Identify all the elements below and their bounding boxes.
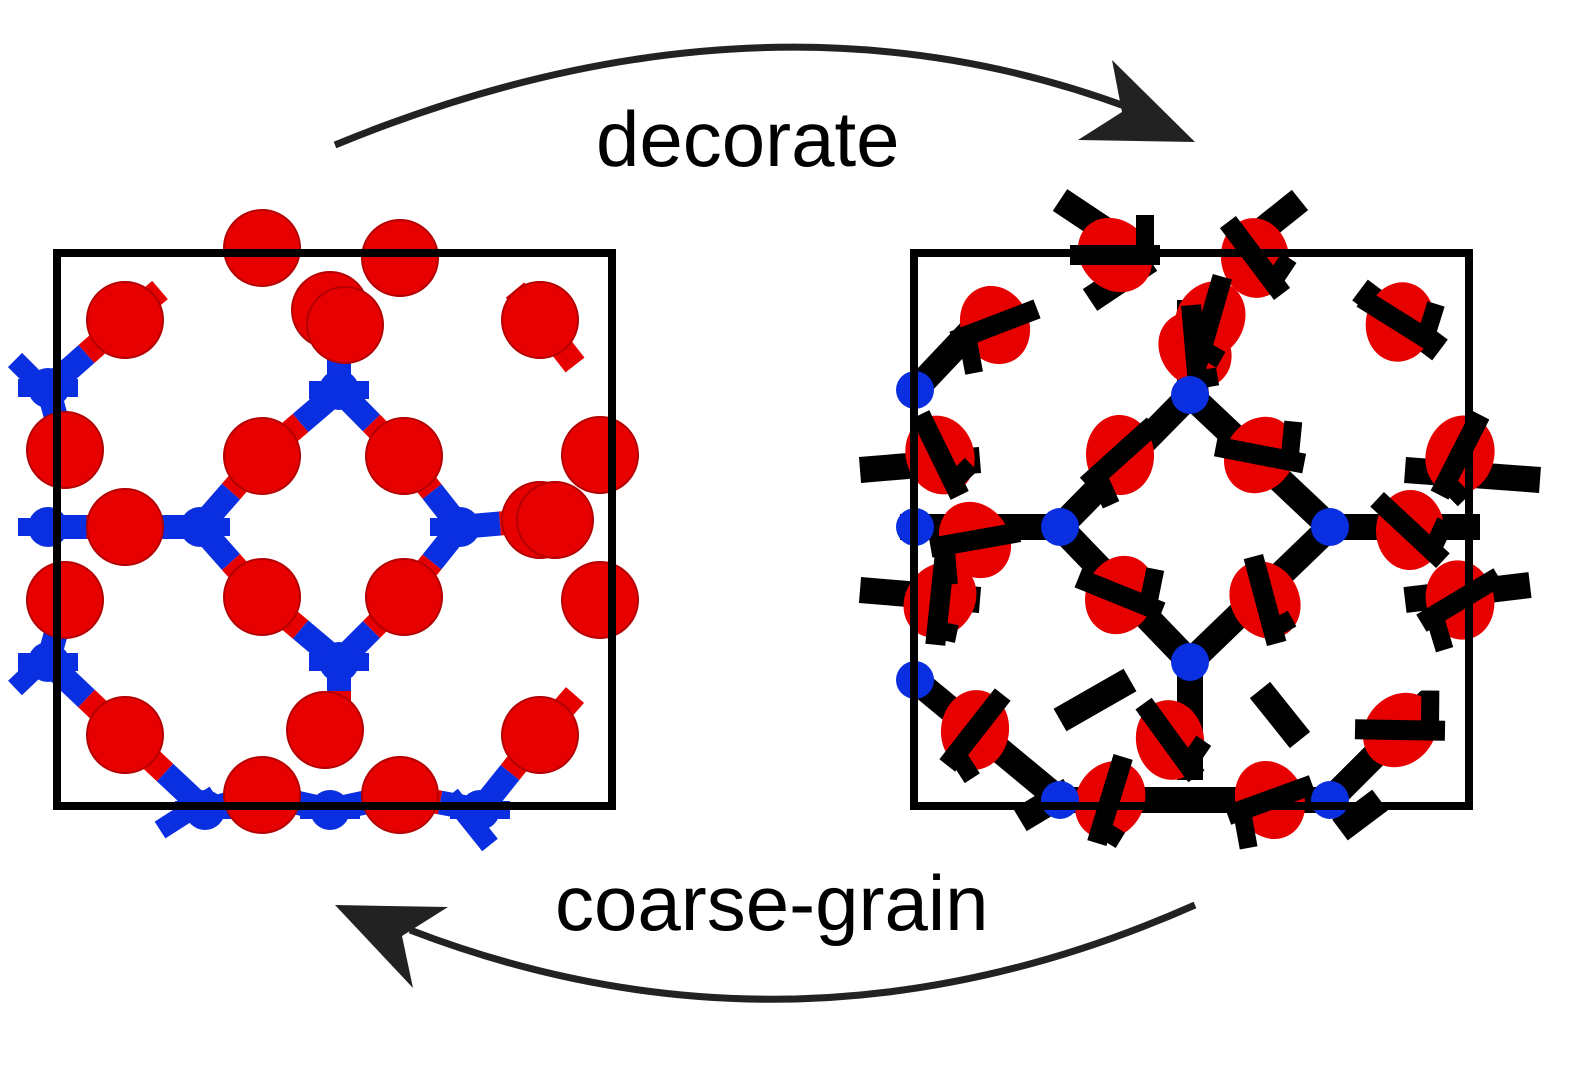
decoration-arm <box>1265 252 1297 287</box>
decoration-arm <box>1280 420 1303 462</box>
node-icon <box>1311 781 1349 819</box>
bead-icon <box>501 696 579 774</box>
decoration-strand <box>1053 668 1137 732</box>
decoration-arm <box>1439 475 1471 507</box>
bead-icon <box>361 219 439 297</box>
bead-icon <box>286 691 364 769</box>
decoration-arm <box>1138 567 1165 609</box>
decoration-arm <box>1416 301 1445 341</box>
bead-icon <box>223 558 301 636</box>
bead-icon <box>365 558 443 636</box>
node-icon <box>1171 376 1209 414</box>
bead-icon <box>86 488 164 566</box>
bead-icon <box>365 417 443 495</box>
decoration-arm <box>946 457 978 489</box>
bead-icon <box>223 417 301 495</box>
decorate-arrow <box>333 43 1195 149</box>
bead-icon <box>361 756 439 834</box>
node-stub <box>7 352 68 413</box>
coarse-grained-panel <box>7 209 639 852</box>
bead-icon <box>516 481 594 559</box>
decoration-arm <box>928 522 1022 558</box>
decoration-arm <box>958 334 983 375</box>
coarse-grain-arrow <box>335 901 1197 1003</box>
decoration-arm <box>1180 735 1212 770</box>
decoration-arm <box>1196 367 1220 389</box>
bead-icon <box>306 286 384 364</box>
decoration-arm <box>1425 612 1454 653</box>
node-stub <box>154 786 221 839</box>
node-icon <box>1171 643 1209 681</box>
node-stub <box>8 637 67 696</box>
decorate-label: decorate <box>596 95 900 183</box>
node-icon <box>1041 781 1079 819</box>
decoration-arm <box>1089 471 1120 509</box>
decoration-arm <box>1096 821 1126 849</box>
decoration-arm <box>911 410 969 500</box>
decoration-arm <box>1416 568 1504 632</box>
unit-cell-frame <box>53 249 616 810</box>
decorated-panel <box>858 189 1541 850</box>
decoration-arm <box>948 748 980 784</box>
bead-icon <box>86 281 164 359</box>
unit-cell-frame <box>910 249 1473 810</box>
decoration-arm <box>1268 610 1297 637</box>
bead-icon <box>561 561 639 639</box>
decoration-arm <box>1232 808 1258 850</box>
bead-icon <box>26 561 104 639</box>
decoration-arm <box>1423 517 1454 555</box>
node-icon <box>1311 508 1349 546</box>
bead-icon <box>223 209 301 287</box>
coarse-grain-label: coarse-grain <box>555 859 989 947</box>
decoration-strand <box>1249 681 1311 749</box>
bead-icon <box>86 696 164 774</box>
decoration-arm <box>935 621 959 643</box>
bead-icon <box>26 411 104 489</box>
node-icon <box>1041 508 1079 546</box>
bead-icon <box>561 416 639 494</box>
bead-icon <box>501 281 579 359</box>
bead-icon <box>223 756 301 834</box>
